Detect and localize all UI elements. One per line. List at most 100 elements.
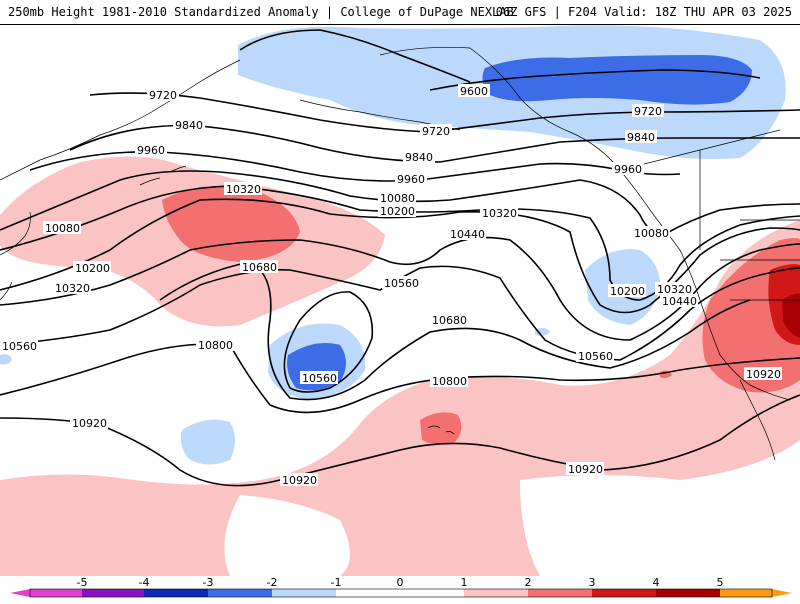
label-10560-c: 10560: [578, 350, 613, 363]
contour-10560-low: [283, 291, 374, 393]
map-title: 250mb Height 1981-2010 Standardized Anom…: [8, 5, 514, 19]
label-bg: [403, 150, 435, 163]
colorbar-tick-label: -4: [138, 576, 150, 589]
label-10200-c: 10200: [610, 285, 645, 298]
colorbar-segment: [656, 589, 720, 597]
colorbar-svg: [10, 588, 792, 598]
label-10080-b: 10080: [380, 192, 415, 205]
neg1-small: [535, 327, 550, 336]
colorbar-neg-cap: [10, 589, 30, 597]
colorbar-segment: [528, 589, 592, 597]
colorbar-tick-label: -5: [76, 576, 88, 589]
label-bg: [280, 473, 318, 486]
label-bg: [744, 367, 782, 380]
label-bg: [430, 313, 468, 326]
label-9840-a: 9840: [175, 119, 203, 132]
label-9720-b: 9720: [634, 105, 662, 118]
map-canvas: 9720 9600 9720 9720 9840 9840 9840 9960 …: [0, 25, 800, 576]
label-bg: [576, 349, 614, 362]
label-bg: [135, 143, 167, 156]
label-10320-c: 10320: [482, 207, 517, 220]
label-bg: [224, 182, 262, 195]
label-bg: [458, 84, 490, 97]
contour-10560: [0, 265, 800, 361]
label-9840-b: 9840: [627, 131, 655, 144]
label-bg: [378, 204, 416, 217]
colorbar-segment: [208, 589, 272, 597]
label-10560-a: 10560: [2, 340, 37, 353]
positive-anomaly-shading: [0, 156, 800, 576]
label-10200-b: 10200: [380, 205, 415, 218]
pos2-westpac: [162, 185, 300, 262]
colorbar-tick-label: 4: [652, 576, 660, 589]
label-9720-c: 9720: [422, 125, 450, 138]
label-9960-a: 9960: [137, 144, 165, 157]
label-bg: [448, 227, 486, 240]
colorbar-segment: [336, 589, 464, 597]
label-10080-a: 10080: [45, 222, 80, 235]
colorbar-segment: [30, 589, 82, 597]
northamerica-coast: [649, 209, 791, 401]
label-bg: [53, 281, 91, 294]
contour-10440: [0, 236, 800, 341]
colorbar-tick-label: -3: [202, 576, 214, 589]
label-9720-a: 9720: [149, 89, 177, 102]
label-10920-b: 10920: [282, 474, 317, 487]
label-bg: [395, 172, 427, 185]
label-bg: [632, 104, 664, 117]
contour-10080: [0, 170, 800, 235]
label-10560-b: 10560: [384, 277, 419, 290]
label-10680-a: 10680: [242, 261, 277, 274]
contour-10920: [0, 394, 800, 487]
contour-10800: [0, 343, 800, 414]
label-bg: [147, 88, 179, 101]
label-10800-b: 10800: [432, 375, 467, 388]
label-10920-d: 10920: [746, 368, 781, 381]
baja: [739, 379, 776, 461]
pos1-white-gap: [224, 495, 350, 576]
label-bg: [240, 260, 278, 273]
label-10560-d: 10560: [302, 372, 337, 385]
label-10080-c: 10080: [634, 227, 669, 240]
label-10680-b: 10680: [432, 314, 467, 327]
contour-9720-top: [239, 29, 471, 83]
label-bg: [173, 118, 205, 131]
colorbar-tick-label: 2: [524, 576, 532, 589]
label-bg: [632, 226, 670, 239]
colorbar-segment: [464, 589, 528, 597]
label-bg: [43, 221, 81, 234]
hawaii: [427, 425, 455, 435]
label-10320-a: 10320: [226, 183, 261, 196]
colorbar-segment: [144, 589, 208, 597]
label-10440-a: 10440: [450, 228, 485, 241]
colorbar-tick-label: 3: [588, 576, 596, 589]
colorbar-segment: [592, 589, 656, 597]
colorbar-tick-label: -2: [266, 576, 278, 589]
colorbar-tick-label: 1: [460, 576, 468, 589]
contour-10200: [0, 185, 800, 301]
label-9960-c: 9960: [614, 163, 642, 176]
label-10800-a: 10800: [198, 339, 233, 352]
label-9600: 9600: [460, 85, 488, 98]
japan-coast: [0, 211, 31, 301]
asia-coast: [0, 59, 241, 181]
pos4-core: [782, 293, 800, 338]
colorbar-outline: [29, 588, 773, 598]
label-10200-a: 10200: [75, 262, 110, 275]
model-run-info: 06Z GFS | F204 Valid: 18Z THU APR 03 202…: [495, 5, 792, 19]
label-bg: [70, 416, 108, 429]
label-bg: [420, 124, 452, 137]
label-bg: [382, 276, 420, 289]
label-bg: [608, 284, 646, 297]
label-bg: [300, 371, 338, 384]
label-10320-d: 10320: [657, 283, 692, 296]
label-bg: [566, 462, 604, 475]
label-10920-a: 10920: [72, 417, 107, 430]
label-bg: [430, 374, 468, 387]
anomaly-map-svg: 9720 9600 9720 9720 9840 9840 9840 9960 …: [0, 25, 800, 576]
colorbar-segment: [720, 589, 772, 597]
colorbar: -5 -4 -3 -2 -1 0 1 2 3 4 5: [0, 576, 800, 600]
label-bg: [480, 206, 518, 219]
negative-anomaly-shading: [0, 25, 786, 465]
colorbar-pos-cap: [772, 589, 792, 597]
